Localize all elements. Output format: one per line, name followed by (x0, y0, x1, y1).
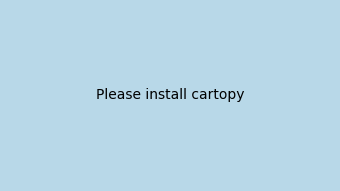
Text: Please install cartopy: Please install cartopy (96, 88, 244, 103)
